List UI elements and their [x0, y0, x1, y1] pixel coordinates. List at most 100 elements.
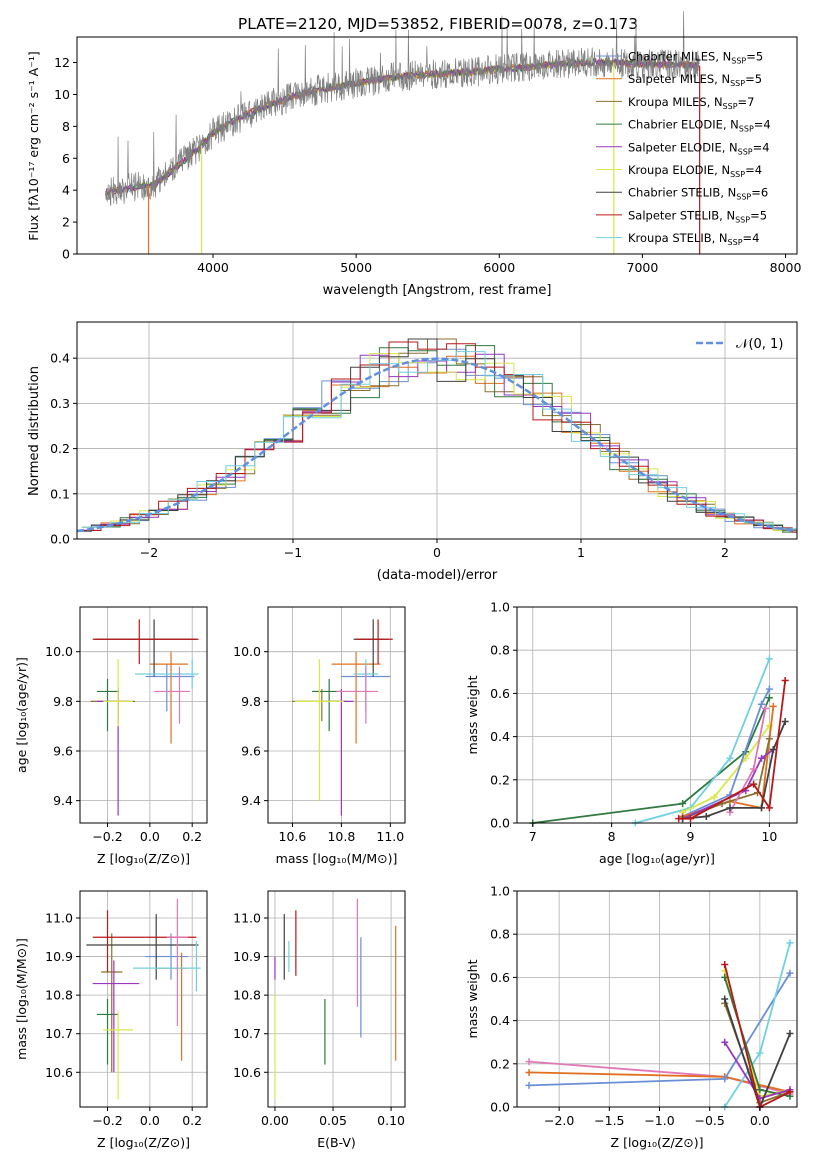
x-axis-label: mass [log₁₀(M/M⊙)] — [276, 851, 398, 866]
errorbar-chabrier_miles — [145, 664, 195, 712]
residual-ticks: −2 −1 0 1 2 0.0 0.1 0.2 0.3 0.4 — [50, 351, 729, 560]
mass-weight-marker — [758, 754, 766, 762]
spectrum-legend: Chabrier MILES, NSSP=5 Salpeter MILES, NS… — [596, 50, 771, 247]
y-axis-label: mass weight — [465, 675, 480, 754]
y-tick-label: 0.6 — [490, 686, 510, 701]
errorbar-chabrier_stelib — [86, 914, 199, 980]
residual-xlabel: (data-model)/error — [377, 568, 498, 583]
mass-weight-marker — [750, 780, 758, 788]
residual-ylabel: Normed distribution — [27, 366, 42, 496]
x-tick-label: 7 — [529, 829, 537, 844]
spectrum-panel: 4000 5000 6000 7000 8000 0 2 4 6 8 10 12 wavelength… — [26, 11, 802, 298]
x-axis-label: Z [log₁₀(Z/Z⊙)] — [97, 851, 190, 866]
errorbar-salpeter_miles — [156, 952, 188, 1061]
model-spectrum-chabrier_elodie — [105, 57, 700, 197]
x-tick-label: 8000 — [770, 260, 802, 275]
mass-weight-marker — [765, 735, 773, 743]
mass-weight-marker — [765, 685, 773, 693]
y-tick-label: 1.0 — [490, 884, 510, 899]
y-tick-label: 10.8 — [45, 988, 73, 1003]
residual-legend: 𝒩(0, 1) — [696, 337, 783, 352]
figure-title: PLATE=2120, MJD=53852, FIBERID=0078, z=0… — [238, 15, 638, 33]
mass-vs-ebv-panel: 0.00 0.05 0.10 10.6 10.7 10.8 10.9 11.0 E(B-V) — [233, 890, 406, 1150]
x-tick-label: −1.0 — [644, 1113, 674, 1128]
x-tick-label: 0.0 — [140, 829, 160, 844]
residual-plot-area — [76, 322, 798, 540]
spectrum-xlabel: wavelength [Angstrom, rest frame] — [323, 283, 552, 298]
y-tick-label: 0.2 — [490, 1056, 510, 1071]
mass-weight-marker — [769, 746, 777, 754]
legend-label-chabrier_miles: Chabrier MILES, NSSP=5 — [628, 50, 763, 66]
x-tick-label: 0.00 — [261, 1113, 289, 1128]
mass-weight-marker — [721, 1038, 729, 1046]
x-tick-label: 2 — [721, 545, 729, 560]
mass-weight-marker — [525, 1068, 533, 1076]
mass-weight-line-kroupa_stelib — [635, 658, 771, 824]
axes-frame — [267, 606, 406, 824]
axes-frame — [79, 606, 208, 824]
axes-frame — [516, 606, 798, 824]
x-tick-label: 8 — [608, 829, 616, 844]
x-tick-label: −1.5 — [594, 1113, 624, 1128]
y-tick-label: 10 — [54, 87, 70, 102]
y-tick-label: 2 — [62, 215, 70, 230]
y-tick-label: 0.0 — [50, 532, 70, 547]
y-tick-label: 4 — [62, 183, 70, 198]
y-tick-label: 9.4 — [241, 793, 261, 808]
y-tick-label: 0.2 — [490, 772, 510, 787]
residual-histogram-salpeter_stelib — [77, 341, 797, 533]
x-tick-label: 10 — [761, 829, 777, 844]
y-tick-label: 10.7 — [233, 1026, 261, 1041]
mass-weight-marker — [786, 1030, 794, 1038]
mass-weight-marker — [758, 700, 766, 708]
errorbar-salpeter_stelib — [92, 619, 199, 665]
x-tick-label: 10.8 — [327, 829, 355, 844]
y-tick-label: 0.2 — [50, 441, 70, 456]
errorbar-salpeter_miles — [331, 651, 381, 744]
legend-label-kroupa_stelib: Kroupa STELIB, NSSP=4 — [628, 231, 759, 247]
spectrum-ylabel: Flux [fλ10⁻¹⁷ erg cm⁻² s⁻¹ A⁻¹] — [26, 51, 41, 240]
mass-weight-marker — [525, 1058, 533, 1066]
mass-weight-marker — [721, 1075, 729, 1083]
x-tick-label: 5000 — [340, 260, 372, 275]
errorbar-chabrier_stelib — [353, 619, 388, 677]
residual-panel: −2 −1 0 1 2 0.0 0.1 0.2 0.3 0.4 (data-model)/erro… — [27, 321, 798, 583]
errorbar-salpeter_elodie — [92, 960, 140, 1073]
mass-weight-marker — [765, 694, 773, 702]
y-axis-label: age [log₁₀(age/yr)] — [14, 657, 29, 773]
x-tick-label: 0.2 — [182, 1113, 202, 1128]
errorbar-chabrier_elodie — [312, 679, 342, 732]
mass-weight-marker — [675, 815, 683, 823]
y-tick-label: 0.8 — [490, 643, 510, 658]
y-tick-label: 11.0 — [233, 911, 261, 926]
plot-area — [268, 891, 405, 1107]
y-tick-label: 1.0 — [490, 600, 510, 615]
errorbar-pink — [166, 898, 188, 1026]
errorbar-chabrier_stelib — [94, 619, 197, 677]
axes-frame — [267, 890, 406, 1108]
axes-frame — [516, 890, 798, 1108]
age-vs-mass-panel: 10.6 10.8 11.0 9.4 9.6 9.8 10.0 mass [log₁₀(M/M… — [233, 606, 406, 866]
mass-weight-line-kroupa_elodie — [682, 725, 771, 814]
mass-weight-line-salpeter_elodie — [682, 748, 774, 820]
mass-weight-marker — [710, 793, 718, 801]
y-tick-label: 0.6 — [490, 970, 510, 985]
mass-vs-metallicity-panel: −0.2 0.0 0.2 10.6 10.7 10.8 10.9 11.0 Z [log₁₀(Z… — [14, 890, 208, 1150]
y-tick-label: 11.0 — [45, 911, 73, 926]
errorbar-kroupa_stelib — [132, 941, 201, 992]
errorbar-kroupa_elodie — [294, 659, 344, 801]
x-tick-label: 6000 — [483, 260, 515, 275]
mass-weight-marker — [702, 813, 710, 821]
errorbar-kroupa_elodie — [103, 659, 133, 727]
x-tick-label: 4000 — [197, 260, 229, 275]
spectrum-axes-frame — [76, 36, 798, 255]
x-tick-label: −2 — [140, 545, 158, 560]
normal-curve — [76, 357, 798, 533]
mass-weight-marker — [726, 754, 734, 762]
errorbar-kroupa_miles — [90, 688, 136, 722]
errorbar-salpeter_stelib — [92, 910, 197, 972]
spectrum-ticks: 4000 5000 6000 7000 8000 0 2 4 6 8 10 12 — [54, 55, 801, 275]
errorbar-pink — [336, 666, 379, 724]
massweight-vs-metallicity-panel: −2.0 −1.5 −1.0 −0.5 0.0 0.0 0.2 0.4 0.6 0.8 1.0 Z [… — [465, 884, 798, 1150]
